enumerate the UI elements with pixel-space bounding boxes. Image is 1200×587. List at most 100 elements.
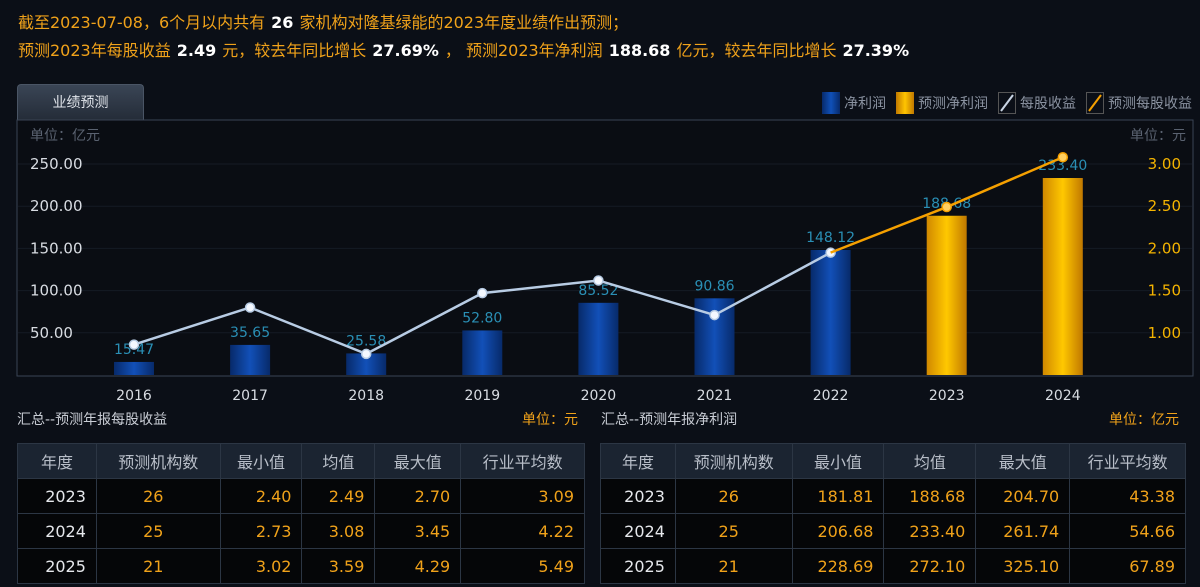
profit-growth: 27.39% [842, 41, 910, 60]
table-row: 2025 21 228.69 272.10 325.10 67.89 [600, 548, 1186, 584]
table-cell: 2024 [600, 513, 676, 549]
gold-bar-swatch-icon [896, 92, 914, 114]
right-tick-label: 2.00 [1148, 239, 1181, 257]
table-cell: 21 [95, 548, 221, 584]
tab-earnings-forecast[interactable]: 业绩预测 [17, 84, 144, 120]
left-tick-label: 200.00 [30, 197, 83, 215]
x-tick-label: 2018 [348, 388, 384, 404]
right-tick-label: 1.00 [1148, 324, 1181, 342]
forecast-eps-point [941, 201, 952, 213]
eps-point [477, 287, 488, 299]
bar-data-label: 25.58 [346, 333, 386, 349]
column-header: 行业平均数 [460, 443, 585, 479]
table-cell: 188.68 [883, 478, 977, 514]
headline-text: 亿元，较去年同比增长 [676, 41, 837, 60]
eps-point [709, 309, 720, 321]
table-cell: 204.70 [975, 478, 1071, 514]
legend-forecast-net-profit[interactable]: 预测净利润 [896, 92, 988, 114]
eps-growth: 27.69% [372, 41, 439, 60]
column-header: 最大值 [374, 443, 462, 479]
table-cell: 25 [95, 513, 221, 549]
table-cell: 181.81 [791, 478, 885, 514]
table-header-row: 年度 预测机构数 最小值 均值 最大值 行业平均数 [600, 443, 1186, 479]
x-tick-label: 2022 [813, 388, 849, 404]
x-tick-label: 2023 [929, 388, 965, 404]
column-header: 最小值 [791, 443, 885, 479]
table-cell: 2023 [17, 478, 97, 514]
profit-forecast: 188.68 [608, 41, 671, 60]
orange-line-swatch-icon [1086, 92, 1104, 114]
table-cell: 2023 [600, 478, 676, 514]
table-row: 2025 21 3.02 3.59 4.29 5.49 [17, 548, 585, 584]
table-cell: 4.29 [374, 548, 462, 584]
table-row: 2023 26 2.40 2.49 2.70 3.09 [17, 478, 585, 514]
headline-text: 元，较去年同比增长 [222, 41, 367, 60]
table-cell: 206.68 [791, 513, 885, 549]
table-cell: 5.49 [460, 548, 585, 584]
table-cell: 2025 [600, 548, 676, 584]
x-tick-label: 2019 [464, 388, 500, 404]
column-header: 年度 [600, 443, 676, 479]
table-cell: 325.10 [975, 548, 1071, 584]
table-cell: 26 [95, 478, 221, 514]
eps-forecast: 2.49 [176, 41, 217, 60]
table-cell: 233.40 [883, 513, 977, 549]
forecast-eps-point [1057, 151, 1069, 163]
table-cell: 2.49 [301, 478, 376, 514]
net-profit-bar [346, 353, 387, 375]
left-axis-unit: 单位：亿元 [30, 128, 100, 144]
table-cell: 3.45 [374, 513, 462, 549]
bar-data-label: 15.47 [114, 342, 154, 358]
legend-label: 每股收益 [1020, 96, 1076, 112]
legend: 净利润 预测净利润 每股收益 预测每股收益 [822, 92, 1192, 114]
earnings-chart: 单位：亿元 单位：元 50.00 100.00 150.00 200.00 250.00… [16, 119, 1194, 404]
right-tick-label: 3.00 [1148, 155, 1181, 173]
table-cell: 67.89 [1069, 548, 1186, 584]
left-tick-label: 250.00 [30, 155, 83, 173]
legend-forecast-eps[interactable]: 预测每股收益 [1086, 92, 1192, 114]
bar-data-label: 148.12 [806, 230, 855, 246]
table-cell: 3.09 [460, 478, 585, 514]
table-cell: 272.10 [883, 548, 977, 584]
table-cell: 228.69 [791, 548, 885, 584]
column-header: 均值 [883, 443, 977, 479]
left-tick-label: 150.00 [30, 239, 83, 257]
x-tick-label: 2017 [232, 388, 268, 404]
column-header: 最大值 [975, 443, 1071, 479]
x-tick-label: 2020 [581, 388, 617, 404]
bar-data-label: 85.52 [578, 283, 618, 299]
eps-table: 年度 预测机构数 最小值 均值 最大值 行业平均数 2023 26 2.40 2.49 2.70 3.… [17, 443, 585, 584]
column-header: 年度 [17, 443, 97, 479]
table-cell: 3.02 [219, 548, 303, 584]
blue-bar-swatch-icon [822, 92, 840, 114]
eps-point [360, 348, 372, 360]
x-tick-label: 2016 [116, 388, 152, 404]
table-cell: 2.70 [374, 478, 462, 514]
legend-net-profit[interactable]: 净利润 [822, 92, 886, 114]
table-cell: 54.66 [1069, 513, 1186, 549]
column-header: 预测机构数 [674, 443, 793, 479]
eps-table-title: 汇总--预测年报每股收益 [17, 412, 168, 428]
legend-label: 预测净利润 [918, 96, 988, 112]
table-cell: 3.08 [301, 513, 376, 549]
left-tick-label: 50.00 [30, 324, 73, 342]
table-row: 2024 25 2.73 3.08 3.45 4.22 [17, 513, 585, 549]
net-profit-bar [810, 249, 851, 375]
table-cell: 26 [674, 478, 793, 514]
headline-text: 预测2023年每股收益 [18, 41, 171, 60]
net-profit-bar [114, 361, 154, 375]
table-cell: 2025 [17, 548, 97, 584]
table-cell: 21 [674, 548, 793, 584]
x-tick-label: 2024 [1045, 388, 1081, 404]
forecast-net-profit-bar [926, 215, 967, 375]
headline-text: 截至2023-07-08，6个月以内共有 [18, 13, 266, 32]
table-cell: 43.38 [1069, 478, 1186, 514]
table-row: 2023 26 181.81 188.68 204.70 43.38 [600, 478, 1186, 514]
profit-table-unit: 单位：亿元 [1109, 412, 1179, 428]
eps-table-unit: 单位：元 [522, 412, 578, 428]
net-profit-bar [462, 330, 503, 375]
eps-point [128, 339, 140, 350]
column-header: 预测机构数 [95, 443, 221, 479]
eps-point [244, 302, 256, 313]
legend-eps[interactable]: 每股收益 [998, 92, 1076, 114]
